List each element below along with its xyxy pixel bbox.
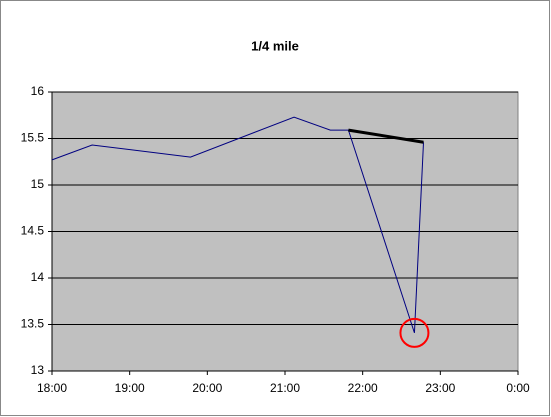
- x-tick-label: 22:00: [348, 381, 378, 395]
- y-tick-label: 16: [31, 84, 45, 98]
- x-tick-label: 21:00: [270, 381, 300, 395]
- x-tick-label: 20:00: [192, 381, 222, 395]
- y-tick-label: 13.5: [21, 317, 45, 331]
- chart-title: 1/4 mile: [251, 38, 299, 53]
- x-tick-label: 0:00: [506, 381, 530, 395]
- data-line: [348, 128, 424, 144]
- y-tick-label: 14.5: [21, 224, 45, 238]
- y-tick-label: 14: [31, 270, 45, 284]
- y-tick-label: 13: [31, 363, 45, 377]
- y-tick-label: 15.5: [21, 131, 45, 145]
- x-tick-label: 23:00: [425, 381, 455, 395]
- x-tick-label: 19:00: [115, 381, 145, 395]
- x-tick-label: 18:00: [37, 381, 67, 395]
- y-tick-label: 15: [31, 177, 45, 191]
- data-line: [51, 116, 425, 334]
- highlight-circle: [399, 317, 430, 348]
